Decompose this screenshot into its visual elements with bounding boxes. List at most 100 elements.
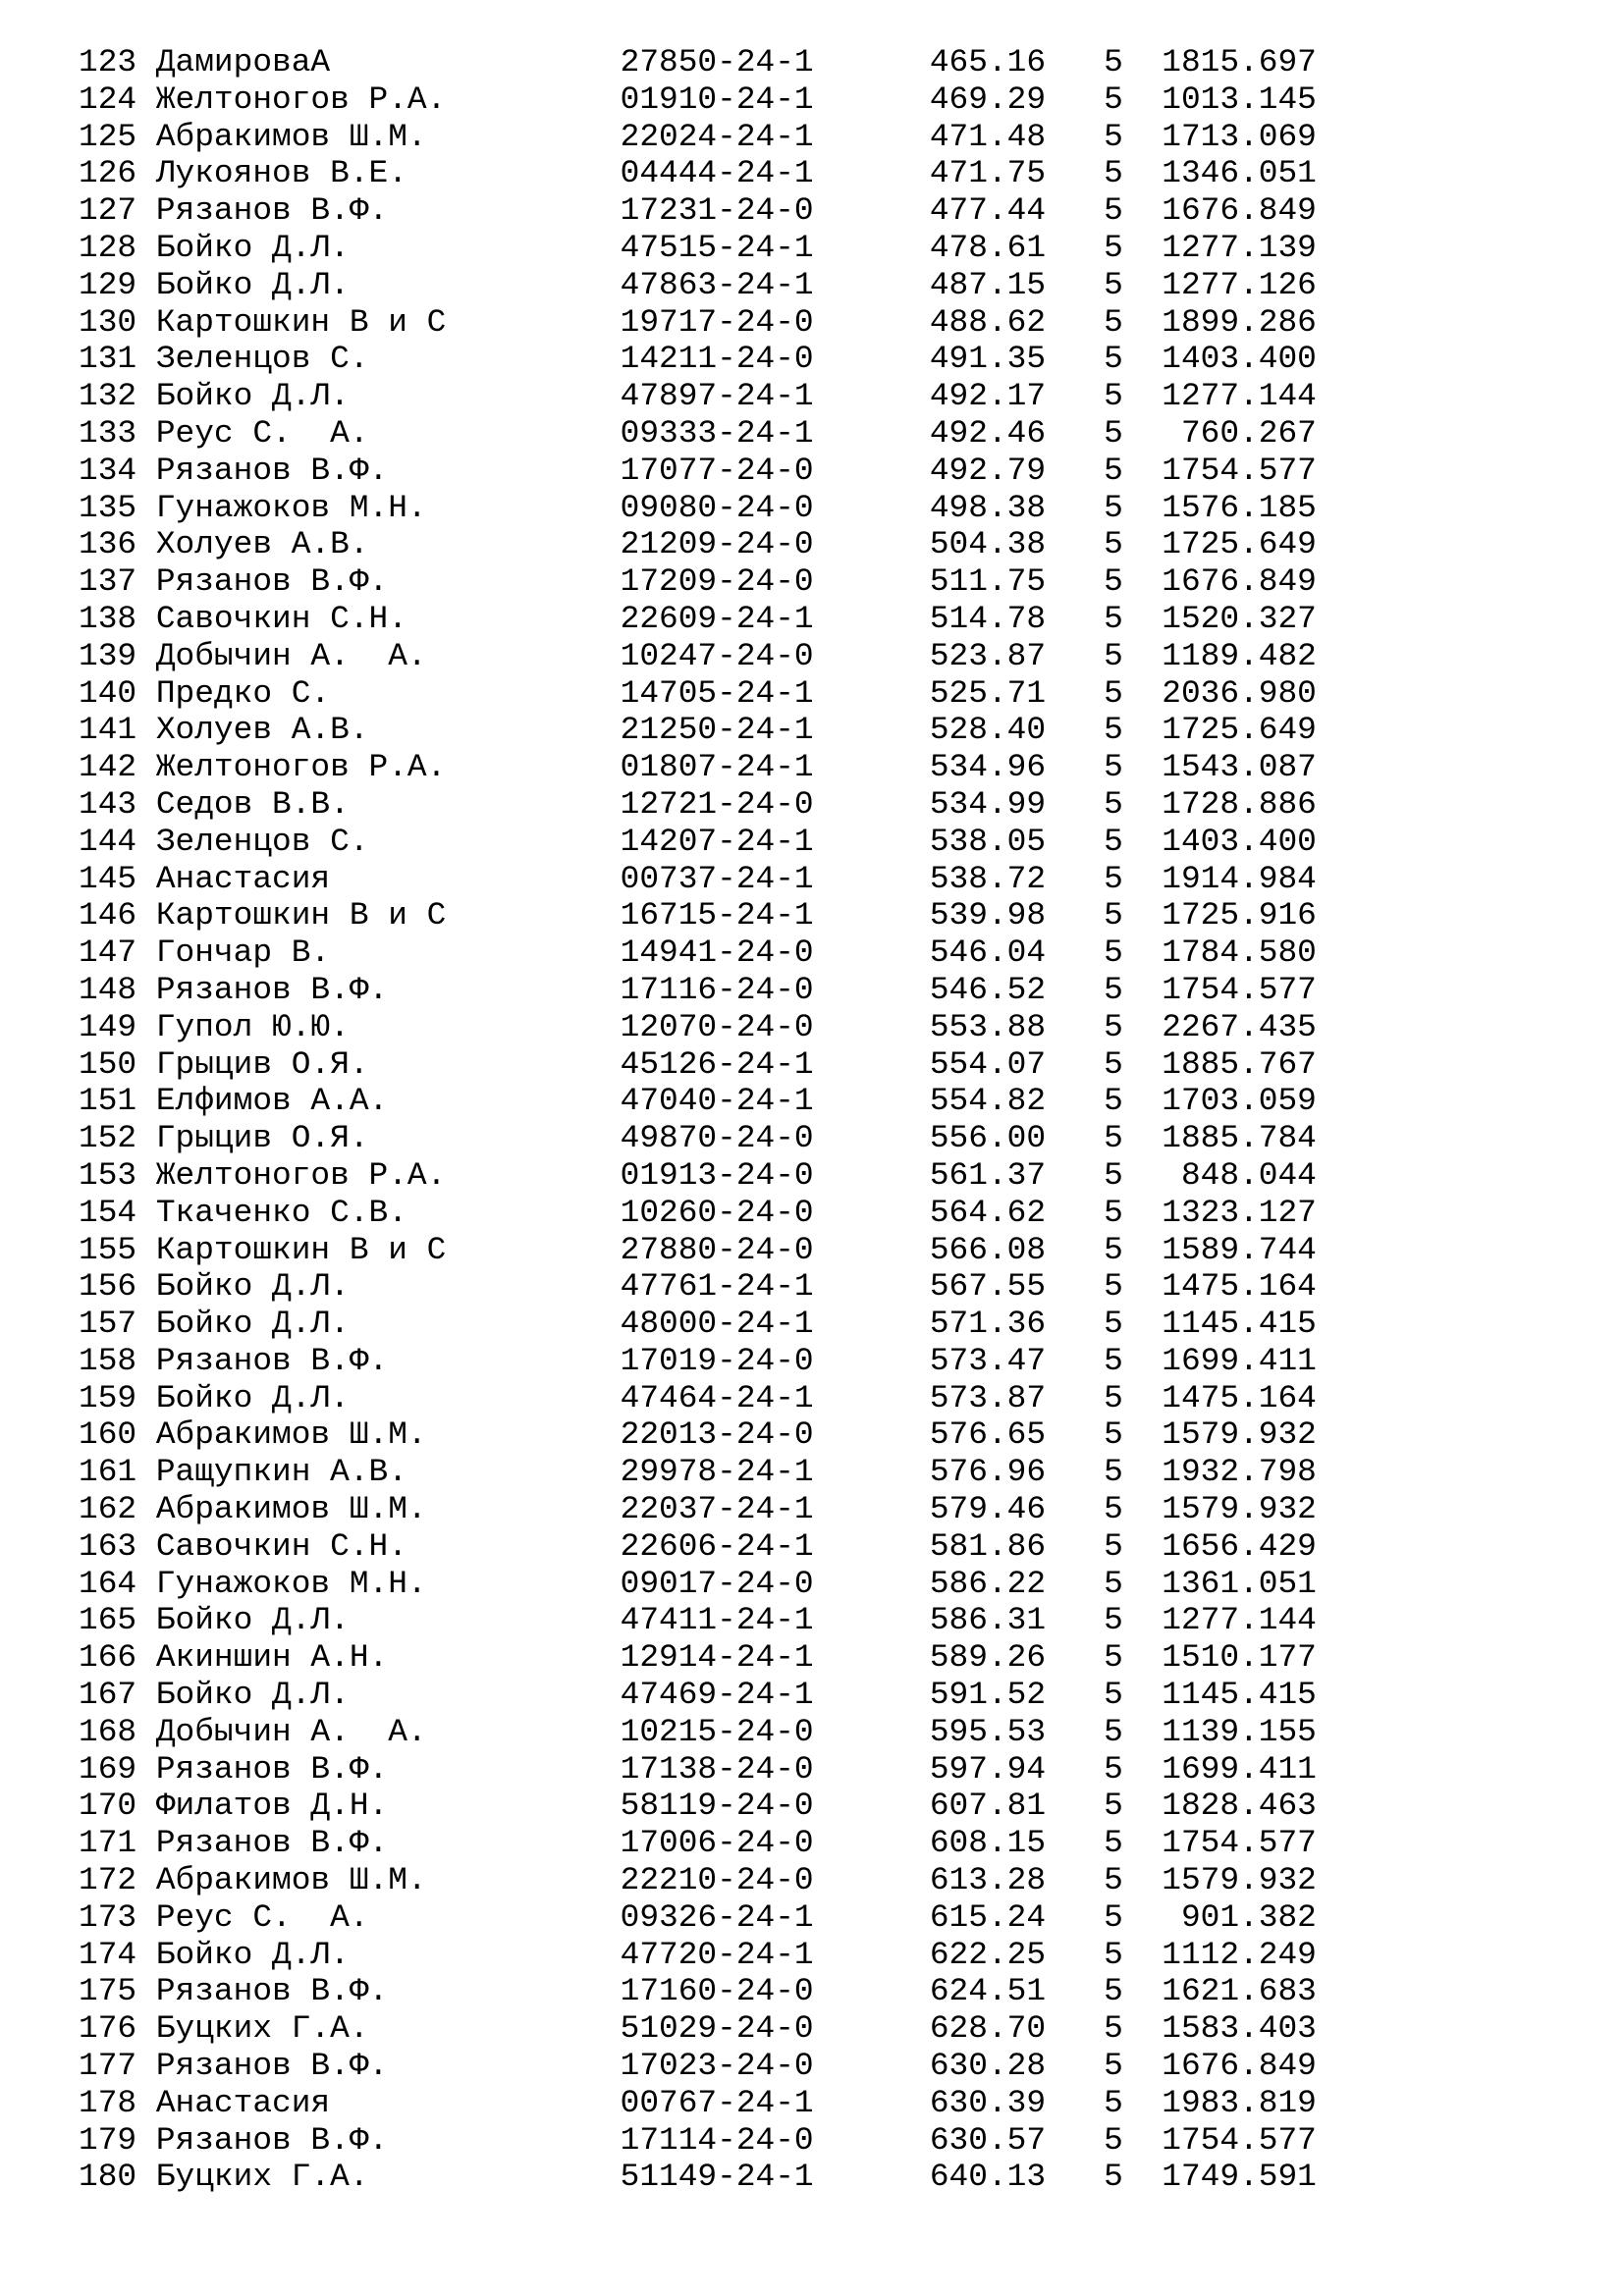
group-value: 5	[1046, 1454, 1123, 1491]
rating-value: 1403.400	[1122, 341, 1317, 378]
rating-value: 1579.932	[1122, 1862, 1317, 1899]
person-name: Буцких Г.А.	[155, 2010, 621, 2048]
case-code: 51029-24-0	[620, 2010, 814, 2048]
group-value: 5	[1046, 823, 1123, 860]
case-code: 47761-24-1	[620, 1268, 814, 1306]
rating-value: 1475.164	[1122, 1379, 1317, 1416]
table-row: 168 Добычин А. А. 10215-24-0 595.53 5 11…	[79, 1714, 1624, 1751]
rating-value: 1932.798	[1122, 1454, 1317, 1491]
person-name: Картошкин В и С	[155, 1231, 621, 1268]
row-index: 179	[79, 2121, 156, 2159]
group-value: 5	[1046, 1231, 1123, 1268]
rating-value: 1754.577	[1122, 2121, 1317, 2159]
score-value: 546.04	[813, 934, 1047, 972]
score-value: 628.70	[813, 2010, 1047, 2048]
row-index: 150	[79, 1045, 156, 1083]
case-code: 14705-24-1	[620, 674, 814, 712]
group-value: 5	[1046, 1602, 1123, 1639]
score-value: 630.28	[813, 2048, 1047, 2085]
group-value: 5	[1046, 1379, 1123, 1416]
person-name: Грыцив О.Я.	[155, 1045, 621, 1083]
case-code: 10247-24-0	[620, 637, 814, 674]
group-value: 5	[1046, 378, 1123, 415]
case-code: 09017-24-0	[620, 1565, 814, 1602]
rating-value: 1277.144	[1122, 1602, 1317, 1639]
rating-value: 1676.849	[1122, 192, 1317, 230]
score-value: 556.00	[813, 1120, 1047, 1157]
row-index: 172	[79, 1862, 156, 1899]
group-value: 5	[1046, 526, 1123, 563]
case-code: 17209-24-0	[620, 563, 814, 601]
row-index: 161	[79, 1454, 156, 1491]
row-index: 169	[79, 1750, 156, 1788]
table-row: 134 Рязанов В.Ф. 17077-24-0 492.79 5 175…	[79, 453, 1624, 490]
rating-value: 1754.577	[1122, 452, 1317, 489]
person-name: Буцких Г.А.	[155, 2159, 621, 2196]
score-value: 487.15	[813, 266, 1047, 303]
row-index: 145	[79, 860, 156, 897]
rating-value: 1676.849	[1122, 563, 1317, 601]
row-index: 152	[79, 1120, 156, 1157]
rating-value: 1784.580	[1122, 934, 1317, 972]
score-value: 478.61	[813, 229, 1047, 266]
rating-value: 1475.164	[1122, 1268, 1317, 1306]
row-index: 157	[79, 1306, 156, 1343]
results-table: 123 ДамироваА 27850-24-1 465.16 5 1815.6…	[79, 44, 1624, 2196]
score-value: 492.79	[813, 452, 1047, 489]
score-value: 597.94	[813, 1750, 1047, 1788]
case-code: 10260-24-0	[620, 1194, 814, 1231]
score-value: 538.05	[813, 823, 1047, 860]
rating-value: 1583.403	[1122, 2010, 1317, 2048]
group-value: 5	[1046, 785, 1123, 823]
case-code: 09333-24-1	[620, 414, 814, 452]
group-value: 5	[1046, 414, 1123, 452]
rating-value: 1277.126	[1122, 266, 1317, 303]
row-index: 170	[79, 1788, 156, 1825]
group-value: 5	[1046, 1565, 1123, 1602]
row-index: 138	[79, 600, 156, 637]
case-code: 17006-24-0	[620, 1825, 814, 1862]
row-index: 140	[79, 674, 156, 712]
row-index: 164	[79, 1565, 156, 1602]
case-code: 21209-24-0	[620, 526, 814, 563]
table-row: 177 Рязанов В.Ф. 17023-24-0 630.28 5 167…	[79, 2048, 1624, 2085]
row-index: 136	[79, 526, 156, 563]
rating-value: 1713.069	[1122, 118, 1317, 155]
table-row: 136 Холуев А.В. 21209-24-0 504.38 5 1725…	[79, 526, 1624, 563]
group-value: 5	[1046, 118, 1123, 155]
score-value: 528.40	[813, 712, 1047, 749]
person-name: Картошкин В и С	[155, 303, 621, 341]
case-code: 27880-24-0	[620, 1231, 814, 1268]
rating-value: 1754.577	[1122, 1825, 1317, 1862]
score-value: 525.71	[813, 674, 1047, 712]
person-name: Бойко Д.Л.	[155, 1379, 621, 1416]
score-value: 554.82	[813, 1083, 1047, 1120]
row-index: 123	[79, 44, 156, 80]
rating-value: 2267.435	[1122, 1008, 1317, 1045]
table-row: 153 Желтоногов Р.А. 01913-24-0 561.37 5 …	[79, 1157, 1624, 1195]
rating-value: 1589.744	[1122, 1231, 1317, 1268]
table-row: 129 Бойко Д.Л. 47863-24-1 487.15 5 1277.…	[79, 267, 1624, 304]
table-row: 165 Бойко Д.Л. 47411-24-1 586.31 5 1277.…	[79, 1602, 1624, 1639]
person-name: Бойко Д.Л.	[155, 1936, 621, 1973]
row-index: 176	[79, 2010, 156, 2048]
row-index: 156	[79, 1268, 156, 1306]
person-name: Реус С. А.	[155, 1898, 621, 1936]
table-row: 164 Гунажоков М.Н. 09017-24-0 586.22 5 1…	[79, 1566, 1624, 1603]
table-row: 124 Желтоногов Р.А. 01910-24-1 469.29 5 …	[79, 81, 1624, 119]
case-code: 48000-24-1	[620, 1306, 814, 1343]
table-row: 132 Бойко Д.Л. 47897-24-1 492.17 5 1277.…	[79, 378, 1624, 415]
score-value: 589.26	[813, 1639, 1047, 1677]
score-value: 488.62	[813, 303, 1047, 341]
score-value: 564.62	[813, 1194, 1047, 1231]
row-index: 127	[79, 192, 156, 230]
case-code: 16715-24-1	[620, 897, 814, 934]
row-index: 137	[79, 563, 156, 601]
table-row: 133 Реус С. А. 09333-24-1 492.46 5 760.2…	[79, 415, 1624, 453]
person-name: Рязанов В.Ф.	[155, 2121, 621, 2159]
score-value: 553.88	[813, 1008, 1047, 1045]
row-index: 160	[79, 1416, 156, 1454]
score-value: 573.87	[813, 1379, 1047, 1416]
case-code: 22609-24-1	[620, 600, 814, 637]
case-code: 14211-24-0	[620, 341, 814, 378]
